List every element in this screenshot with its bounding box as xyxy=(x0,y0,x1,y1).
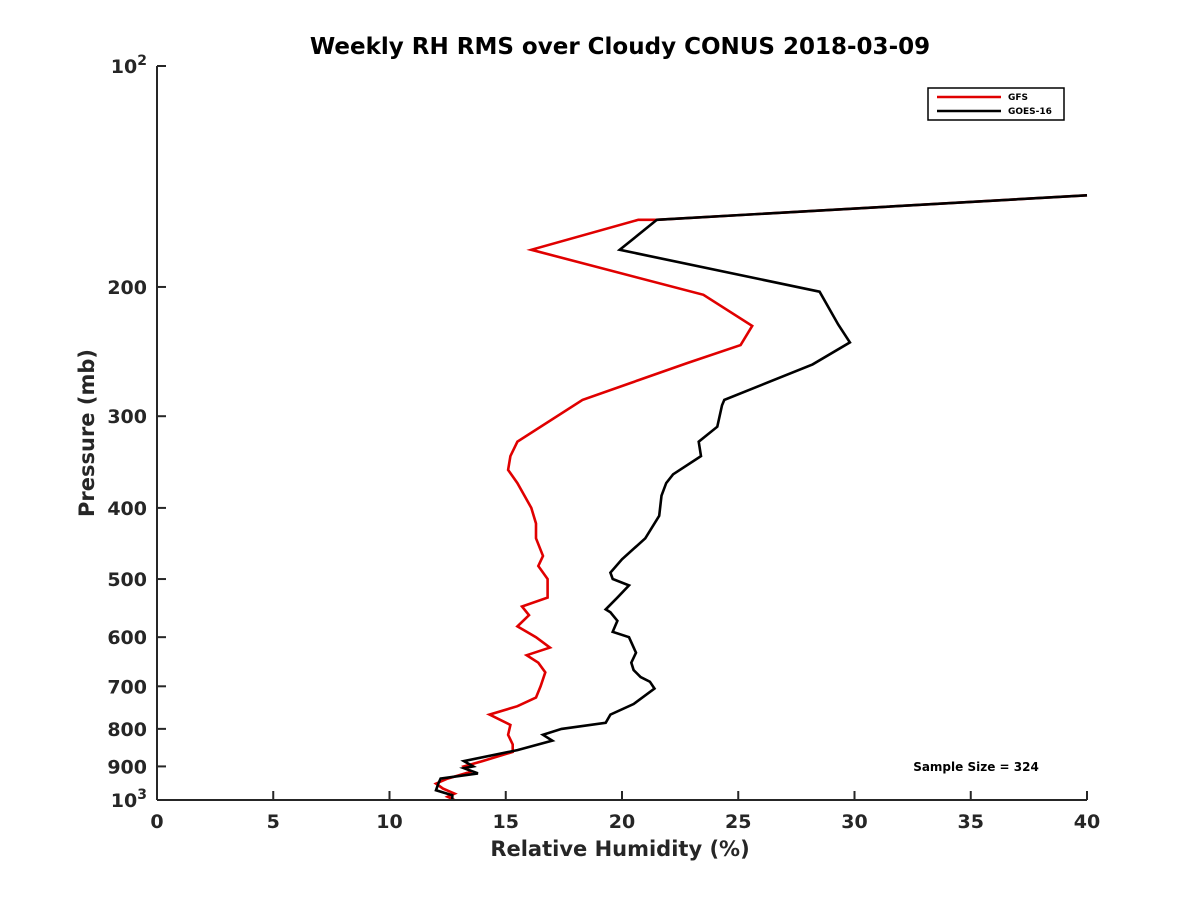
x-tick-label: 15 xyxy=(493,811,519,833)
series-line-goes16 xyxy=(434,194,1088,800)
x-axis-title: Relative Humidity (%) xyxy=(490,837,749,861)
legend-label-goes16: GOES-16 xyxy=(1008,107,1052,117)
legend-box xyxy=(927,87,1065,121)
y-tick-label: 400 xyxy=(107,498,147,520)
x-tick-label: 35 xyxy=(958,811,984,833)
sample-size-annotation: Sample Size = 324 xyxy=(913,760,1039,774)
y-tick-label: 300 xyxy=(107,406,147,428)
x-tick-label: 20 xyxy=(609,811,635,833)
chart-title: Weekly RH RMS over Cloudy CONUS 2018-03-… xyxy=(310,34,930,60)
legend: GFS GOES-16 xyxy=(927,87,1065,121)
y-ticks: 102 200 300 400 500 600 700 800 900 103 xyxy=(107,53,166,812)
y-tick-label: 600 xyxy=(107,627,147,649)
y-tick-label: 900 xyxy=(107,756,147,778)
y-tick-label: 500 xyxy=(107,569,147,591)
y-axis-title: Pressure (mb) xyxy=(75,349,99,517)
legend-label-gfs: GFS xyxy=(1008,93,1028,103)
y-tick-label: 200 xyxy=(107,277,147,299)
x-ticks: 0 5 10 15 20 25 30 35 40 xyxy=(150,791,1100,833)
series-line-gfs xyxy=(433,194,1088,802)
y-tick-label: 102 xyxy=(111,53,147,78)
y-tick-label: 700 xyxy=(107,676,147,698)
plot-lines xyxy=(433,194,1088,802)
x-tick-label: 25 xyxy=(725,811,751,833)
x-tick-label: 10 xyxy=(376,811,402,833)
y-tick-label: 103 xyxy=(111,787,147,812)
x-tick-label: 5 xyxy=(267,811,280,833)
y-tick-label: 800 xyxy=(107,719,147,741)
x-tick-label: 40 xyxy=(1074,811,1100,833)
x-tick-label: 0 xyxy=(150,811,163,833)
x-tick-label: 30 xyxy=(841,811,867,833)
